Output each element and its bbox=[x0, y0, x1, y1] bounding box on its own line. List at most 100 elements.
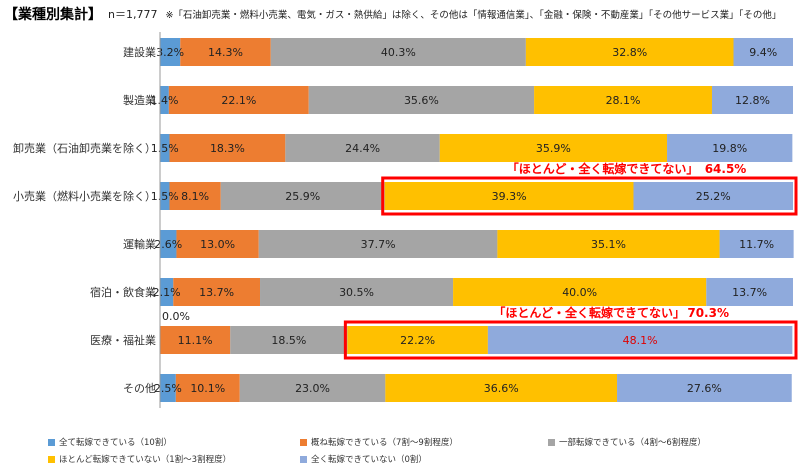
bar-segment-partly-passed bbox=[285, 134, 440, 162]
bar-segment-partly-passed bbox=[270, 38, 526, 66]
bar-segment-fully-passed bbox=[160, 182, 170, 210]
data-label: 13.7% bbox=[199, 286, 234, 299]
data-label: 35.6% bbox=[404, 94, 439, 107]
bar-segment-partly-passed bbox=[258, 230, 498, 258]
bar-segment-barely-passed bbox=[384, 182, 634, 210]
data-label: 11.7% bbox=[739, 238, 774, 251]
data-label: 11.1% bbox=[178, 334, 213, 347]
bar-segment-mostly-passed bbox=[169, 182, 221, 210]
legend-item-fully-passed: 全て転嫁できている（10割） bbox=[48, 436, 172, 448]
legend-item-partly-passed: 一部転嫁できている（4割〜6割程度） bbox=[548, 436, 706, 448]
data-label: 1.4% bbox=[150, 94, 178, 107]
bar-segment-partly-passed bbox=[220, 182, 385, 210]
data-label: 8.1% bbox=[181, 190, 209, 203]
data-label: 25.9% bbox=[285, 190, 320, 203]
bar-segment-barely-passed bbox=[497, 230, 720, 258]
bar-segment-fully-passed bbox=[160, 278, 174, 306]
data-label: 48.1% bbox=[623, 334, 658, 347]
legend-item-mostly-passed: 概ね転嫁できている（7割〜9割程度） bbox=[300, 436, 458, 448]
data-label: 19.8% bbox=[712, 142, 747, 155]
data-label: 18.5% bbox=[271, 334, 306, 347]
legend-swatch bbox=[48, 455, 55, 463]
legend-label: 一部転嫁できている（4割〜6割程度） bbox=[559, 438, 706, 448]
data-label: 36.6% bbox=[484, 382, 519, 395]
bar-segment-fully-passed bbox=[160, 86, 169, 114]
data-label: 1.5% bbox=[151, 142, 179, 155]
annotation-value: 64.5% bbox=[705, 162, 747, 176]
data-label: 35.1% bbox=[591, 238, 626, 251]
category-label: 建設業 bbox=[123, 45, 156, 59]
chart-note: ※「石油卸売業・燃料小売業、電気・ガス・熱供給」は除く、その他は「情報通信業」、… bbox=[165, 10, 782, 21]
legend-swatch bbox=[300, 438, 307, 446]
data-label: 32.8% bbox=[612, 46, 647, 59]
data-label: 28.1% bbox=[606, 94, 641, 107]
chart-legend: 全て転嫁できている（10割） 概ね転嫁できている（7割〜9割程度） 一部転嫁できてい… bbox=[0, 428, 800, 468]
legend-label: 全て転嫁できている（10割） bbox=[59, 438, 172, 448]
data-label: 0.0% bbox=[162, 310, 190, 323]
legend-label: 全く転嫁できていない（0割） bbox=[311, 455, 427, 465]
data-label: 40.0% bbox=[562, 286, 597, 299]
data-label: 23.0% bbox=[295, 382, 330, 395]
bar-segment-fully-passed bbox=[160, 134, 170, 162]
data-label: 22.2% bbox=[400, 334, 435, 347]
annotation-label: 「ほとんど・全く転嫁できてない」 bbox=[493, 305, 685, 320]
bar-segment-barely-passed bbox=[453, 278, 707, 306]
data-label: 37.7% bbox=[361, 238, 396, 251]
bar-segment-mostly-passed bbox=[160, 326, 231, 354]
legend-label: 概ね転嫁できている（7割〜9割程度） bbox=[311, 438, 458, 448]
bar-segment-partly-passed bbox=[239, 374, 386, 402]
bar-segment-barely-passed bbox=[439, 134, 668, 162]
data-label: 10.1% bbox=[190, 382, 225, 395]
bar-segment-not-passed bbox=[487, 326, 793, 354]
data-label: 14.3% bbox=[208, 46, 243, 59]
bar-segment-mostly-passed bbox=[169, 134, 286, 162]
bar-segment-mostly-passed bbox=[180, 38, 271, 66]
bar-segment-barely-passed bbox=[525, 38, 734, 66]
data-label: 24.4% bbox=[345, 142, 380, 155]
data-label: 2.5% bbox=[154, 382, 182, 395]
bar-segment-partly-passed bbox=[308, 86, 535, 114]
data-label: 25.2% bbox=[696, 190, 731, 203]
legend-item-not-passed: 全く転嫁できていない（0割） bbox=[300, 453, 427, 465]
bar-segment-partly-passed bbox=[260, 278, 454, 306]
data-label: 9.4% bbox=[749, 46, 777, 59]
highlight-box bbox=[381, 176, 798, 216]
annotation-value: 70.3% bbox=[687, 306, 729, 320]
bar-segment-mostly-passed bbox=[168, 86, 309, 114]
legend-label: ほとんど転嫁できていない（1割〜3割程度） bbox=[59, 455, 232, 465]
bar-segment-not-passed bbox=[706, 278, 793, 306]
data-label: 13.7% bbox=[732, 286, 767, 299]
data-label: 2.6% bbox=[154, 238, 182, 251]
data-label: 40.3% bbox=[381, 46, 416, 59]
annotation-label: 「ほとんど・全く転嫁できてない」 bbox=[507, 161, 699, 176]
bar-segment-partly-passed bbox=[230, 326, 348, 354]
data-label: 12.8% bbox=[735, 94, 770, 107]
legend-swatch bbox=[300, 455, 307, 463]
data-label: 30.5% bbox=[339, 286, 374, 299]
bar-segment-fully-passed bbox=[160, 38, 181, 66]
category-label: 運輸業 bbox=[123, 237, 156, 251]
category-label: 小売業（燃料小売業を除く） bbox=[13, 189, 156, 203]
bar-segment-mostly-passed bbox=[176, 230, 259, 258]
bar-segment-barely-passed bbox=[347, 326, 488, 354]
bar-segment-not-passed bbox=[617, 374, 792, 402]
data-label: 1.5% bbox=[151, 190, 179, 203]
chart-title: 【業種別集計】 bbox=[4, 7, 102, 23]
bar-segment-not-passed bbox=[719, 230, 794, 258]
bar-segment-not-passed bbox=[711, 86, 793, 114]
category-label: 医療・福祉業 bbox=[90, 333, 156, 347]
category-label: その他 bbox=[123, 382, 156, 395]
data-label: 13.0% bbox=[200, 238, 235, 251]
data-label: 2.1% bbox=[153, 286, 181, 299]
bar-segment-fully-passed bbox=[160, 230, 177, 258]
bar-segment-barely-passed bbox=[534, 86, 712, 114]
legend-item-barely-passed: ほとんど転嫁できていない（1割〜3割程度） bbox=[48, 453, 231, 465]
highlight-box bbox=[343, 320, 798, 360]
category-label: 卸売業（石油卸売業を除く） bbox=[13, 141, 156, 155]
bar-segment-mostly-passed bbox=[175, 374, 240, 402]
bar-segment-not-passed bbox=[633, 182, 793, 210]
bar-segment-fully-passed bbox=[160, 374, 176, 402]
legend-swatch bbox=[48, 438, 55, 446]
category-label: 製造業 bbox=[123, 93, 156, 107]
